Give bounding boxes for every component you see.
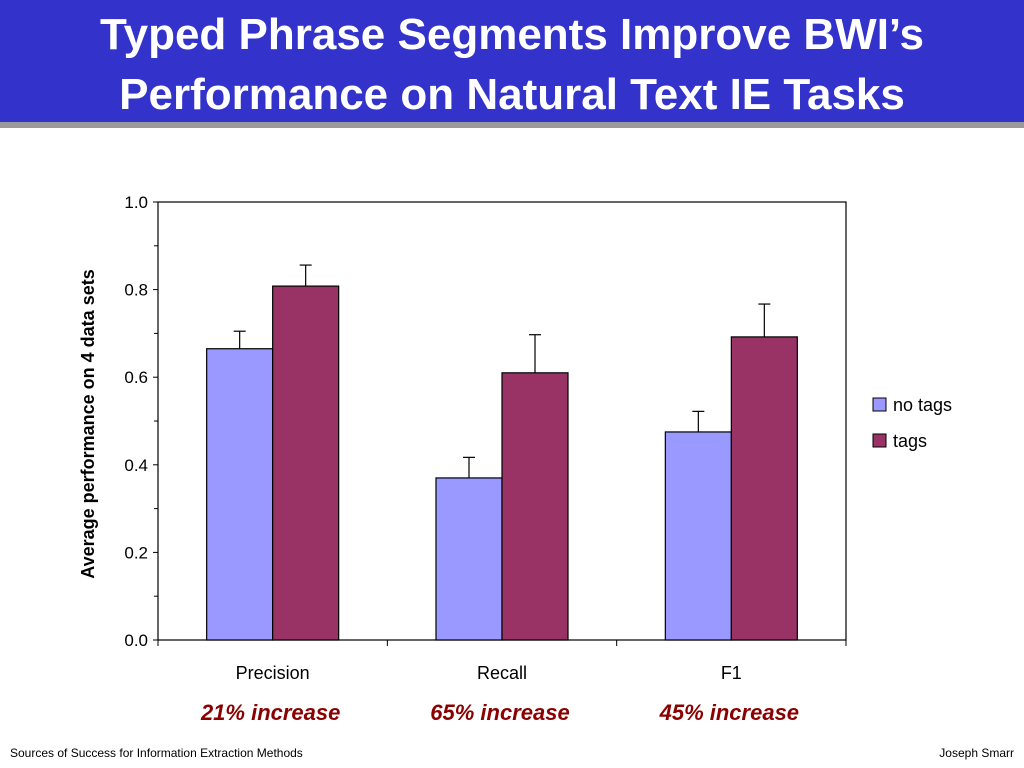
footer-author: Joseph Smarr [939, 746, 1014, 760]
legend-label: no tags [893, 395, 952, 415]
bar-no-tags [206, 348, 274, 641]
slide-title-line-2: Performance on Natural Text IE Tasks [119, 70, 905, 119]
y-tick-label: 0.0 [124, 631, 148, 650]
y-axis-title: Average performance on 4 data sets [78, 269, 98, 578]
y-tick-label: 0.8 [124, 281, 148, 300]
bar-tags [272, 285, 340, 641]
bar-tags [730, 336, 798, 641]
title-banner: Typed Phrase Segments Improve BWI’s Perf… [0, 0, 1024, 128]
bar-chart: 0.0 0.2 0.4 0.6 0.8 1.0 Average performance on… [78, 193, 952, 725]
y-tick-label: 1.0 [124, 193, 148, 212]
legend-label: tags [893, 431, 927, 451]
x-category-label: Precision [236, 663, 310, 683]
y-tick-label: 0.6 [124, 368, 148, 387]
bar-tags [501, 372, 569, 641]
footer-source: Sources of Success for Information Extra… [10, 746, 303, 760]
increase-annotation: 45% increase [659, 700, 799, 725]
legend-swatch [872, 433, 887, 448]
y-tick-label: 0.4 [124, 456, 148, 475]
bar-no-tags [664, 431, 732, 641]
legend-swatch [872, 397, 887, 412]
increase-annotation: 65% increase [430, 700, 569, 725]
x-category-label: Recall [477, 663, 527, 683]
slide-title-line-1: Typed Phrase Segments Improve BWI’s [99, 10, 924, 59]
x-category-label: F1 [721, 663, 742, 683]
bar-no-tags [435, 477, 503, 641]
increase-annotation: 21% increase [200, 700, 340, 725]
y-tick-label: 0.2 [124, 543, 148, 562]
